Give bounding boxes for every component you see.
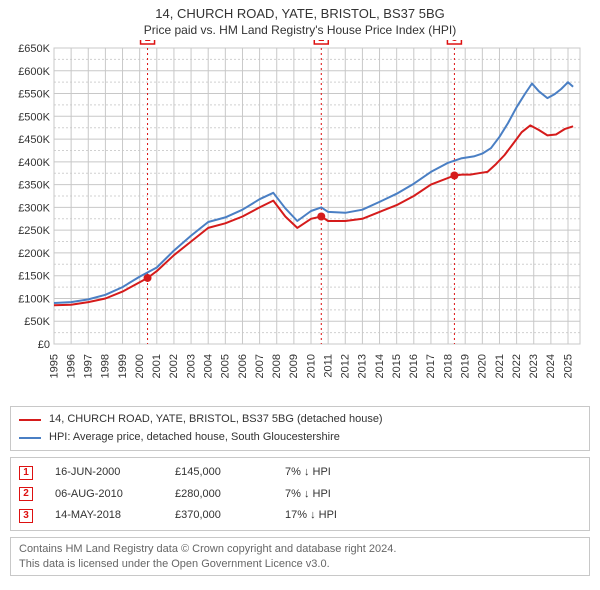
svg-text:£100K: £100K <box>18 294 50 306</box>
svg-text:1: 1 <box>144 40 150 44</box>
svg-text:2012: 2012 <box>340 354 352 378</box>
sale-events: 1 16-JUN-2000 £145,000 7% ↓ HPI 2 06-AUG… <box>10 457 590 531</box>
svg-text:£600K: £600K <box>18 66 50 78</box>
svg-text:2005: 2005 <box>220 354 232 378</box>
chart-area: £0 £50K £100K £150K £200K £250K £300K £350K £400… <box>10 40 590 400</box>
svg-text:2018: 2018 <box>442 354 454 378</box>
legend: 14, CHURCH ROAD, YATE, BRISTOL, BS37 5BG… <box>10 406 590 451</box>
sale-event-price: £280,000 <box>175 487 285 502</box>
svg-text:2010: 2010 <box>305 354 317 378</box>
svg-text:2016: 2016 <box>408 354 420 378</box>
svg-text:2: 2 <box>318 40 324 44</box>
svg-text:1997: 1997 <box>83 354 95 378</box>
svg-text:£150K: £150K <box>18 271 50 283</box>
license-line2: This data is licensed under the Open Gov… <box>19 557 581 571</box>
sale-event-date: 06-AUG-2010 <box>55 487 175 502</box>
svg-text:2015: 2015 <box>391 354 403 378</box>
svg-text:2002: 2002 <box>168 354 180 378</box>
svg-text:£350K: £350K <box>18 180 50 192</box>
svg-text:1999: 1999 <box>117 354 129 378</box>
svg-text:2014: 2014 <box>374 354 386 378</box>
legend-item-hpi: HPI: Average price, detached house, Sout… <box>19 429 581 446</box>
svg-text:£0: £0 <box>38 339 50 351</box>
svg-text:2019: 2019 <box>460 354 472 378</box>
license-notice: Contains HM Land Registry data © Crown c… <box>10 537 590 576</box>
svg-text:1995: 1995 <box>48 354 60 378</box>
sale-event-delta: 7% ↓ HPI <box>285 487 331 502</box>
sale-event-row: 3 14-MAY-2018 £370,000 17% ↓ HPI <box>19 505 581 526</box>
sale-event-row: 1 16-JUN-2000 £145,000 7% ↓ HPI <box>19 462 581 483</box>
title-line1: 14, CHURCH ROAD, YATE, BRISTOL, BS37 5BG <box>10 6 590 23</box>
svg-text:£500K: £500K <box>18 112 50 124</box>
legend-item-price-paid: 14, CHURCH ROAD, YATE, BRISTOL, BS37 5BG… <box>19 411 581 428</box>
sale-event-delta: 7% ↓ HPI <box>285 465 331 480</box>
svg-text:2017: 2017 <box>425 354 437 378</box>
svg-text:£50K: £50K <box>24 317 50 329</box>
legend-label-price-paid: 14, CHURCH ROAD, YATE, BRISTOL, BS37 5BG… <box>49 412 383 427</box>
license-line1: Contains HM Land Registry data © Crown c… <box>19 542 581 556</box>
svg-text:2009: 2009 <box>288 354 300 378</box>
svg-text:2011: 2011 <box>322 354 334 378</box>
svg-text:2023: 2023 <box>528 354 540 378</box>
sale-event-date: 16-JUN-2000 <box>55 465 175 480</box>
sale-event-price: £145,000 <box>175 465 285 480</box>
legend-swatch-hpi <box>19 437 41 439</box>
chart-title-block: 14, CHURCH ROAD, YATE, BRISTOL, BS37 5BG… <box>0 0 600 40</box>
svg-text:2025: 2025 <box>562 354 574 378</box>
sale-event-date: 14-MAY-2018 <box>55 508 175 523</box>
sale-event-delta: 17% ↓ HPI <box>285 508 337 523</box>
svg-text:2013: 2013 <box>357 354 369 378</box>
svg-text:2022: 2022 <box>511 354 523 378</box>
svg-text:1996: 1996 <box>65 354 77 378</box>
legend-swatch-price-paid <box>19 419 41 421</box>
svg-text:2008: 2008 <box>271 354 283 378</box>
svg-text:2020: 2020 <box>477 354 489 378</box>
svg-text:2006: 2006 <box>237 354 249 378</box>
svg-text:2000: 2000 <box>134 354 146 378</box>
legend-label-hpi: HPI: Average price, detached house, Sout… <box>49 430 340 445</box>
svg-text:2021: 2021 <box>494 354 506 378</box>
svg-text:£650K: £650K <box>18 43 50 55</box>
svg-text:£300K: £300K <box>18 203 50 215</box>
sale-event-marker: 1 <box>19 466 33 480</box>
svg-text:1998: 1998 <box>100 354 112 378</box>
svg-text:£400K: £400K <box>18 157 50 169</box>
svg-text:2001: 2001 <box>151 354 163 378</box>
price-chart: £0 £50K £100K £150K £200K £250K £300K £350K £400… <box>10 40 590 400</box>
svg-text:£450K: £450K <box>18 135 50 147</box>
svg-text:3: 3 <box>451 40 457 44</box>
svg-text:2024: 2024 <box>545 354 557 378</box>
svg-text:2007: 2007 <box>254 354 266 378</box>
svg-text:£200K: £200K <box>18 248 50 260</box>
title-line2: Price paid vs. HM Land Registry's House … <box>10 23 590 39</box>
sale-event-marker: 2 <box>19 487 33 501</box>
svg-text:£550K: £550K <box>18 89 50 101</box>
svg-text:2004: 2004 <box>203 354 215 378</box>
sale-event-marker: 3 <box>19 509 33 523</box>
sale-event-price: £370,000 <box>175 508 285 523</box>
sale-event-row: 2 06-AUG-2010 £280,000 7% ↓ HPI <box>19 484 581 505</box>
svg-text:£250K: £250K <box>18 226 50 238</box>
svg-text:2003: 2003 <box>185 354 197 378</box>
